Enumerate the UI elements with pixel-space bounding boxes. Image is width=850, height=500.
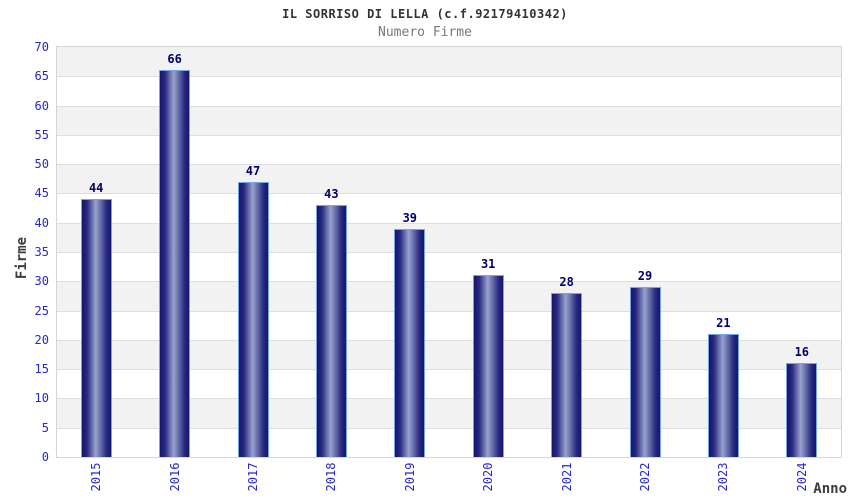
x-tick-label-2019: 2019 (402, 462, 417, 492)
x-tick-label-2022: 2022 (638, 462, 652, 492)
chart-title: IL SORRISO DI LELLA (c.f.92179410342) (282, 7, 568, 21)
bar-value-label: 31 (480, 257, 496, 272)
bar-2016 (159, 70, 191, 457)
y-tick-label: 60 (34, 98, 49, 113)
bar-value-label: 43 (324, 187, 339, 202)
x-tick-label-2017: 2017 (246, 462, 260, 492)
bar-value-label: 16 (794, 345, 810, 360)
y-tick-label: 20 (34, 332, 49, 347)
y-tick-label: 35 (34, 245, 49, 259)
x-tick-label-2018: 2018 (324, 462, 339, 492)
y-tick-label: 50 (34, 157, 49, 172)
bar-2023 (707, 334, 739, 457)
plot-area (56, 46, 842, 458)
bar-value-label: 28 (559, 275, 574, 289)
y-tick-label: 10 (34, 391, 49, 406)
bar-value-label: 44 (88, 181, 104, 196)
bar-2022 (629, 287, 661, 457)
chart-subtitle: Numero Firme (378, 25, 472, 40)
y-tick-label: 55 (34, 127, 49, 142)
bar-2018 (315, 205, 347, 457)
bar-2020 (472, 275, 504, 457)
x-tick-label-2023: 2023 (716, 462, 731, 492)
bar-value-label: 21 (716, 316, 731, 330)
y-tick-label: 5 (41, 420, 49, 435)
x-tick-label-2021: 2021 (559, 462, 574, 492)
x-tick-label-2016: 2016 (167, 462, 182, 492)
bar-value-label: 39 (402, 210, 418, 225)
bar-value-label: 66 (167, 52, 182, 67)
y-tick-label: 70 (34, 40, 49, 54)
y-tick-label: 0 (41, 450, 49, 464)
y-tick-label: 40 (34, 215, 49, 230)
bar-2021 (551, 293, 583, 457)
y-tick-label: 25 (34, 303, 49, 318)
x-tick-label-2020: 2020 (481, 462, 496, 492)
x-tick-label-2024: 2024 (794, 462, 809, 492)
bar-value-label: 47 (245, 163, 261, 178)
y-tick-label: 15 (34, 362, 49, 377)
bar-2024 (786, 363, 818, 457)
x-tick-label-2015: 2015 (89, 462, 104, 492)
y-tick-label: 45 (34, 186, 49, 201)
bar-2015 (80, 199, 112, 457)
bar-2017 (237, 181, 269, 457)
y-tick-label: 65 (34, 69, 49, 84)
bar-2019 (394, 228, 426, 457)
x-axis-title: Anno (813, 481, 847, 497)
bar-value-label: 29 (637, 269, 653, 284)
y-tick-label: 30 (34, 274, 49, 289)
